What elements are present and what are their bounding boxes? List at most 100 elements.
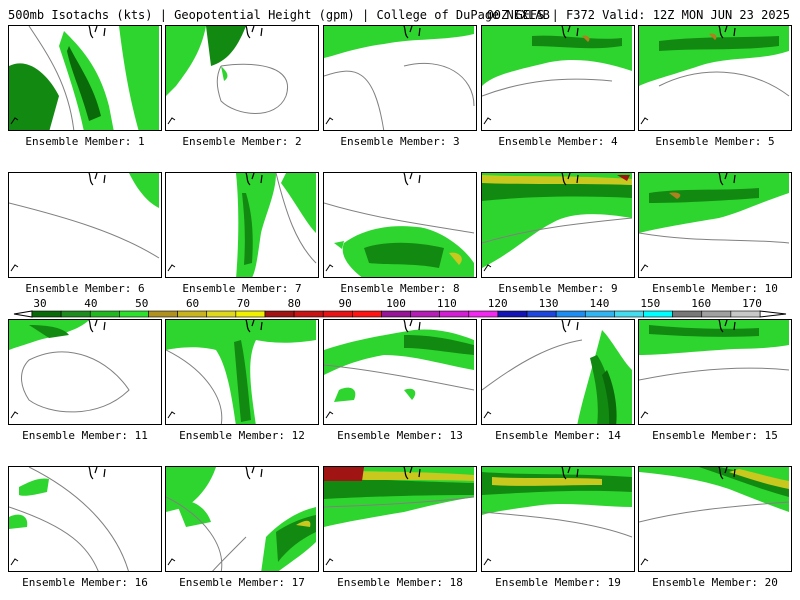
isotach-field bbox=[166, 320, 316, 424]
isotach-shading bbox=[242, 193, 253, 265]
height-contour bbox=[9, 202, 160, 259]
colorbar-swatch bbox=[206, 310, 237, 318]
colorbar-tick-label: 50 bbox=[135, 297, 148, 310]
ensemble-map-8 bbox=[323, 172, 477, 278]
coastline bbox=[640, 411, 649, 419]
coastline bbox=[10, 558, 19, 566]
isotach-field bbox=[482, 173, 633, 272]
colorbar-tick-label: 60 bbox=[186, 297, 199, 310]
coastline bbox=[167, 264, 176, 272]
colorbar-swatch bbox=[264, 310, 295, 318]
isotach-shading bbox=[334, 241, 344, 249]
ensemble-map-9 bbox=[481, 172, 635, 278]
colorbar-swatch bbox=[730, 310, 761, 318]
colorbar-tick-label: 170 bbox=[742, 297, 762, 310]
coastline bbox=[561, 320, 579, 333]
isotach-shading bbox=[639, 173, 789, 233]
colorbar-tick-label: 150 bbox=[640, 297, 660, 310]
member-label: Ensemble Member: 9 bbox=[498, 282, 618, 295]
coastline bbox=[403, 26, 421, 39]
isotach-shading bbox=[296, 520, 311, 527]
coastline bbox=[561, 26, 579, 39]
member-label: Ensemble Member: 4 bbox=[498, 135, 618, 148]
colorbar-swatch bbox=[584, 310, 615, 318]
isotach-shading bbox=[206, 26, 246, 66]
coastline bbox=[561, 467, 579, 480]
height-contour bbox=[275, 173, 317, 264]
isotach-shading bbox=[617, 175, 630, 181]
isotach-shading bbox=[364, 242, 444, 268]
coastline bbox=[325, 411, 334, 419]
isotach-shading bbox=[166, 26, 206, 96]
colorbar-swatch bbox=[381, 310, 411, 318]
isotach-field bbox=[324, 320, 475, 419]
coastline bbox=[483, 411, 492, 419]
coastline bbox=[718, 26, 736, 39]
coastline bbox=[718, 467, 736, 480]
colorbar-swatch bbox=[60, 310, 91, 318]
coastline bbox=[167, 117, 176, 125]
coastline bbox=[167, 411, 176, 419]
coastline bbox=[10, 264, 19, 272]
colorbar-swatch bbox=[352, 310, 382, 318]
colorbar-left-arrow bbox=[13, 310, 33, 318]
coastline bbox=[640, 117, 649, 125]
isotach-shading bbox=[276, 515, 316, 562]
member-label: Ensemble Member: 16 bbox=[22, 576, 148, 589]
isotach-shading bbox=[532, 35, 622, 49]
isotach-field bbox=[324, 467, 475, 566]
coastline bbox=[245, 26, 263, 39]
coastline bbox=[561, 173, 579, 186]
colorbar-tick-label: 160 bbox=[691, 297, 711, 310]
isotach-shading bbox=[404, 335, 474, 355]
coastline bbox=[483, 117, 492, 125]
isotach-shading bbox=[649, 325, 759, 337]
coastline bbox=[88, 467, 106, 480]
isotach-shading bbox=[236, 173, 276, 277]
colorbar-tick-label: 130 bbox=[539, 297, 559, 310]
member-label: Ensemble Member: 15 bbox=[652, 429, 778, 442]
colorbar-swatch bbox=[322, 310, 353, 318]
isotach-field bbox=[9, 173, 160, 272]
colorbar-tick-label: 100 bbox=[386, 297, 406, 310]
isotach-field bbox=[9, 26, 159, 130]
isotach-field bbox=[167, 173, 317, 277]
height-contour bbox=[324, 62, 475, 130]
isotach-field bbox=[482, 467, 633, 566]
colorbar-tick-label: 30 bbox=[33, 297, 46, 310]
isotach-shading bbox=[639, 320, 789, 355]
coastline bbox=[718, 320, 736, 333]
isotach-shading bbox=[9, 514, 28, 529]
colorbar-swatch bbox=[293, 310, 324, 318]
coastline bbox=[718, 173, 736, 186]
member-label: Ensemble Member: 13 bbox=[337, 429, 463, 442]
height-contour bbox=[482, 78, 613, 97]
ensemble-map-7 bbox=[165, 172, 319, 278]
ensemble-map-3 bbox=[323, 25, 477, 131]
ensemble-map-14 bbox=[481, 319, 635, 425]
height-contour bbox=[324, 202, 475, 234]
coastline bbox=[245, 320, 263, 333]
height-contour bbox=[166, 349, 223, 424]
height-contour bbox=[639, 232, 790, 244]
member-label: Ensemble Member: 7 bbox=[182, 282, 302, 295]
isotach-shading bbox=[492, 477, 602, 486]
ensemble-map-12 bbox=[165, 319, 319, 425]
height-contour bbox=[482, 217, 633, 244]
ensemble-map-20 bbox=[638, 466, 792, 572]
colorbar-tick-label: 140 bbox=[589, 297, 609, 310]
isotach-shading bbox=[709, 33, 717, 40]
isotach-shading bbox=[29, 325, 69, 338]
member-label: Ensemble Member: 19 bbox=[495, 576, 621, 589]
coastline bbox=[403, 173, 421, 186]
colorbar-swatch bbox=[526, 310, 557, 318]
ensemble-map-16 bbox=[8, 466, 162, 572]
ensemble-map-2 bbox=[165, 25, 319, 131]
isotach-shading bbox=[119, 26, 159, 130]
isotach-shading bbox=[590, 355, 613, 424]
isotach-shading bbox=[176, 500, 211, 527]
colorbar-swatch bbox=[119, 310, 149, 318]
isotach-shading bbox=[324, 26, 474, 58]
coastline bbox=[245, 173, 263, 186]
isotach-field bbox=[482, 26, 632, 125]
